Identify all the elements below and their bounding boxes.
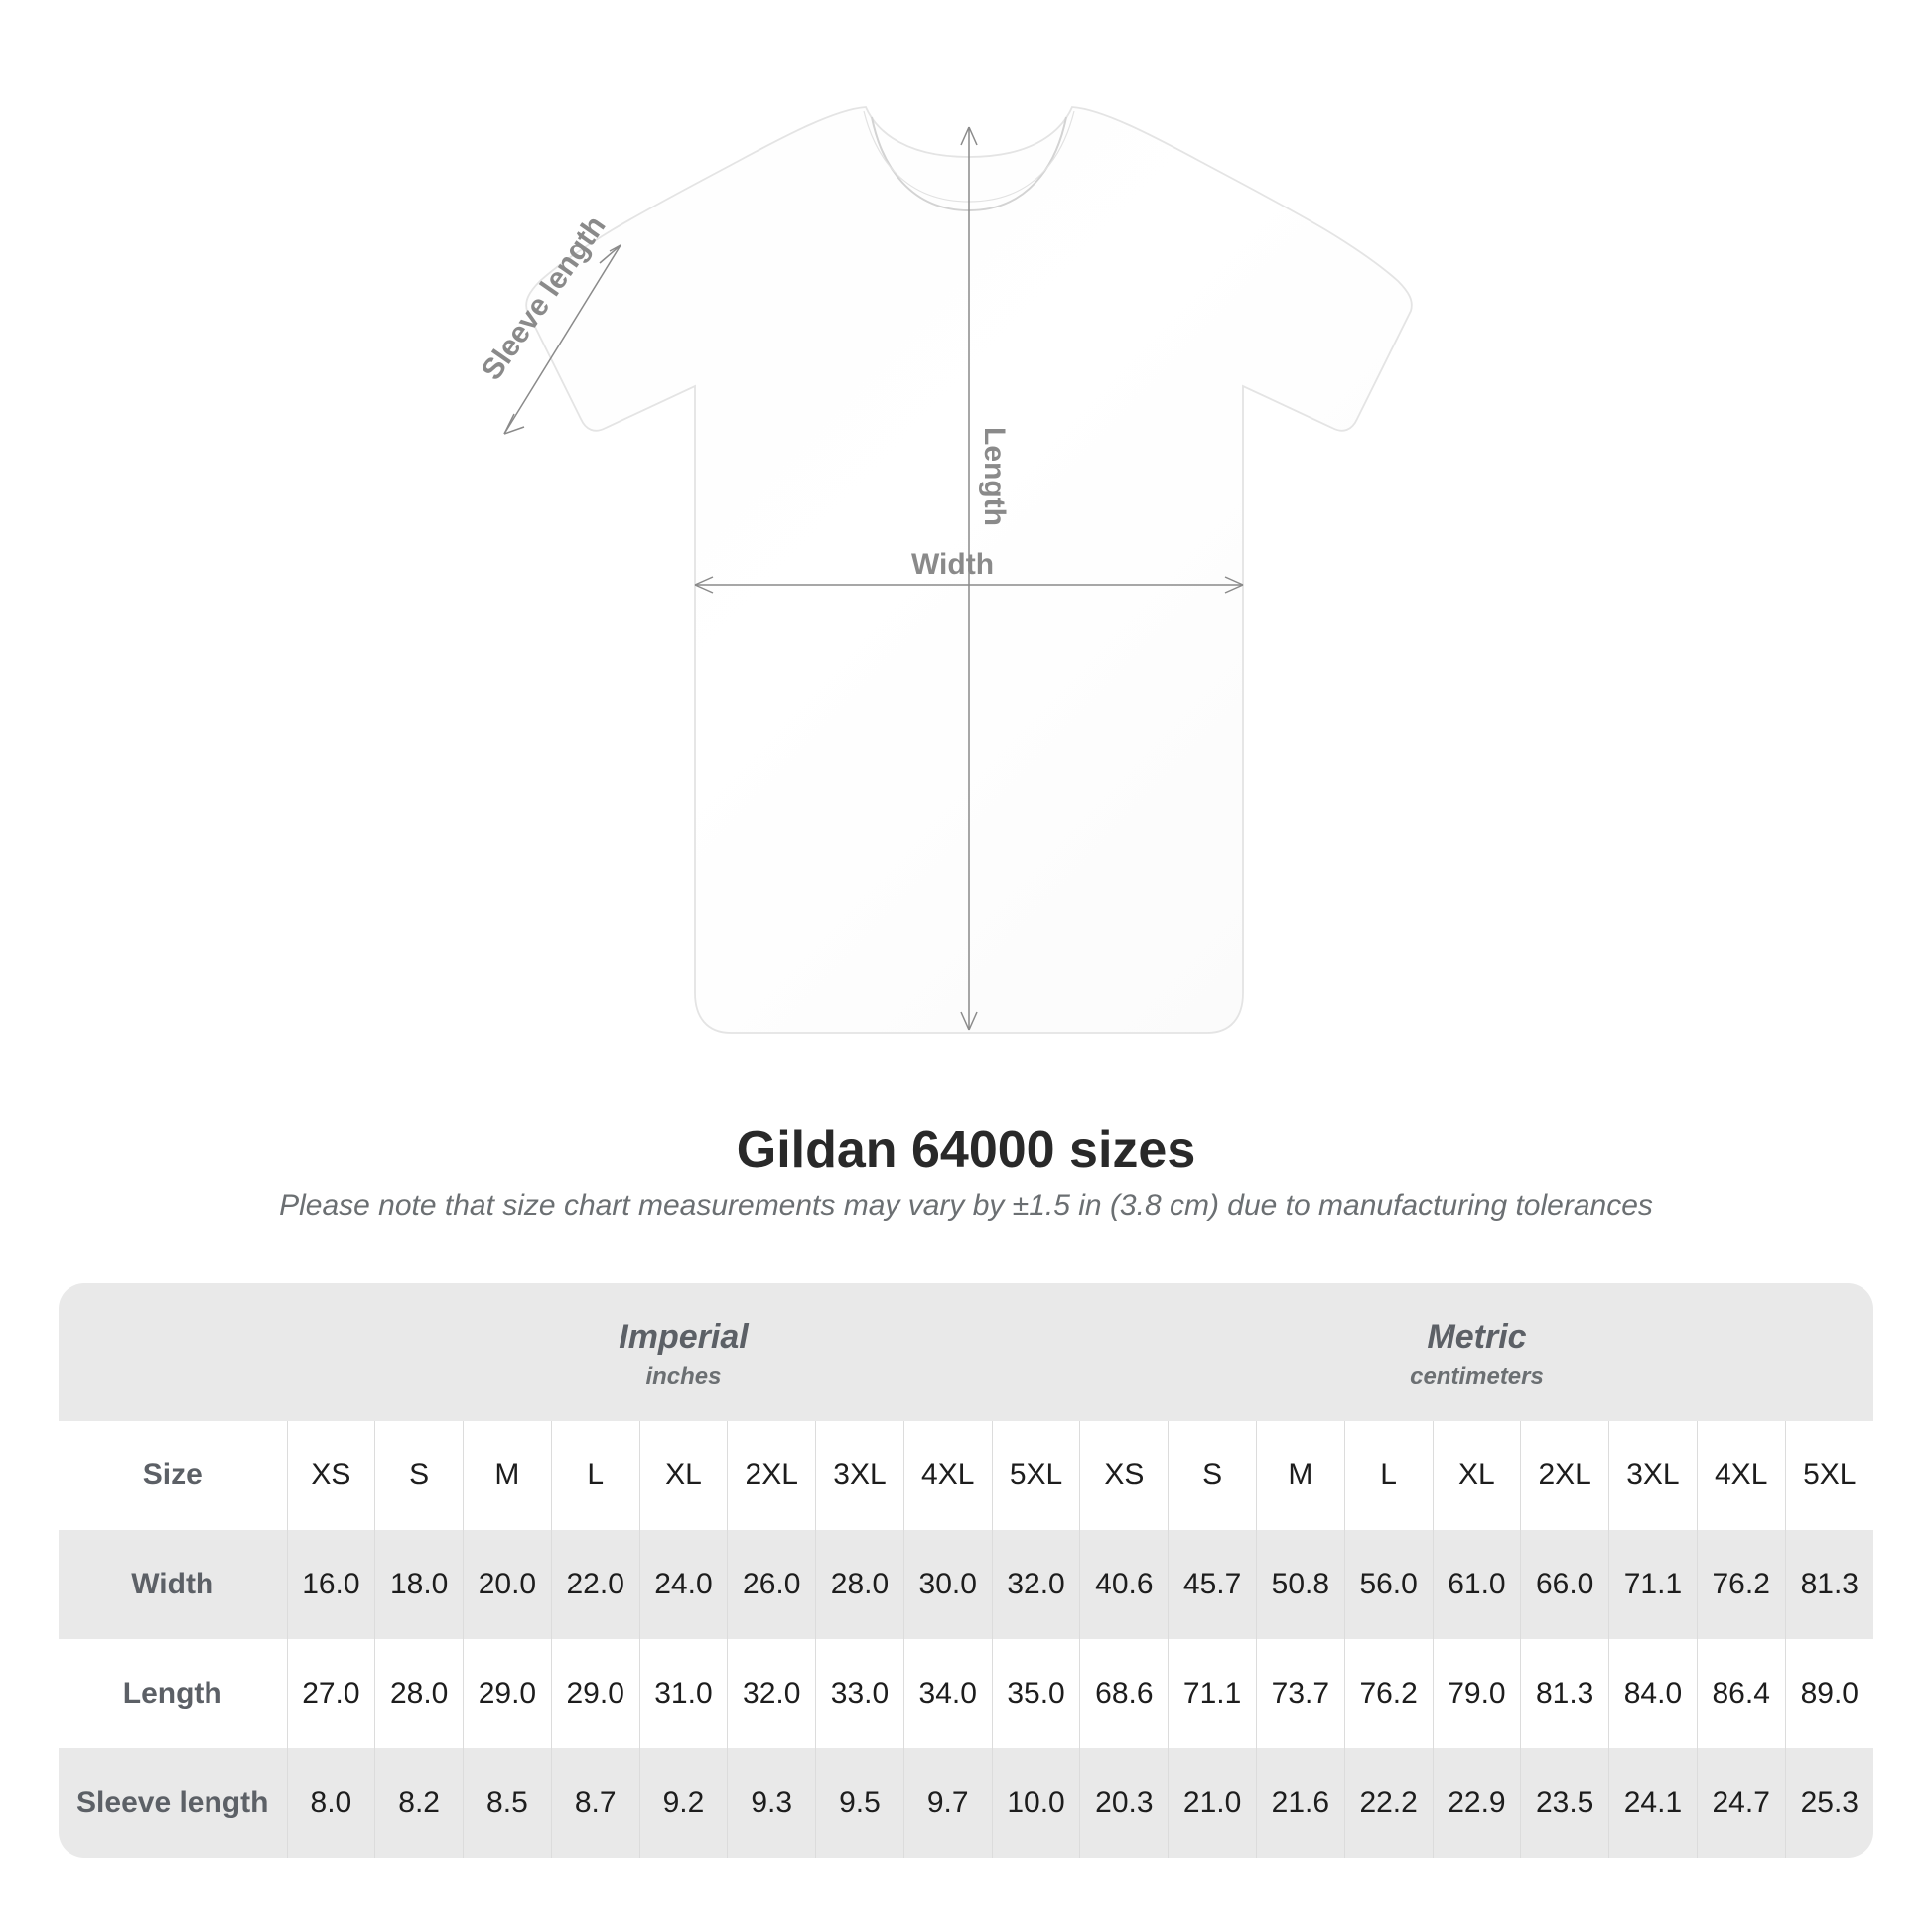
svg-text:Width: Width (911, 548, 994, 581)
svg-text:Length: Length (978, 427, 1011, 526)
